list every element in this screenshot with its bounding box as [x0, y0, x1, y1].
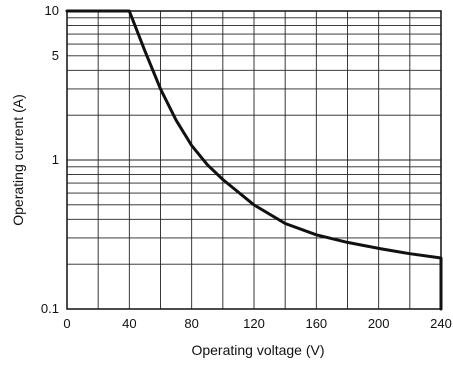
x-tick-label: 120: [243, 316, 265, 331]
y-tick-label: 0.1: [41, 301, 59, 316]
y-tick-labels: 0.1 1 5 10: [41, 3, 59, 316]
series-line: [65, 9, 443, 311]
y-tick-label: 10: [45, 3, 59, 18]
x-tick-label: 0: [63, 316, 70, 331]
y-axis-title: Operating current (A): [10, 94, 26, 226]
x-tick-label: 240: [430, 316, 452, 331]
x-axis-title: Operating voltage (V): [191, 342, 324, 358]
y-tick-label: 1: [52, 152, 59, 167]
x-tick-label: 160: [305, 316, 327, 331]
plot-frame: [66, 10, 442, 310]
x-tick-labels: 0 40 80 120 160 200 240: [63, 316, 451, 331]
y-tick-label: 5: [52, 48, 59, 63]
x-tick-label: 80: [184, 316, 198, 331]
series-layer: [65, 9, 443, 311]
x-tick-label: 200: [368, 316, 390, 331]
grid: [67, 11, 441, 309]
x-tick-label: 40: [122, 316, 136, 331]
